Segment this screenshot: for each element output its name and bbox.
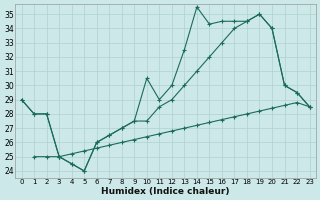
X-axis label: Humidex (Indice chaleur): Humidex (Indice chaleur) [101, 187, 230, 196]
